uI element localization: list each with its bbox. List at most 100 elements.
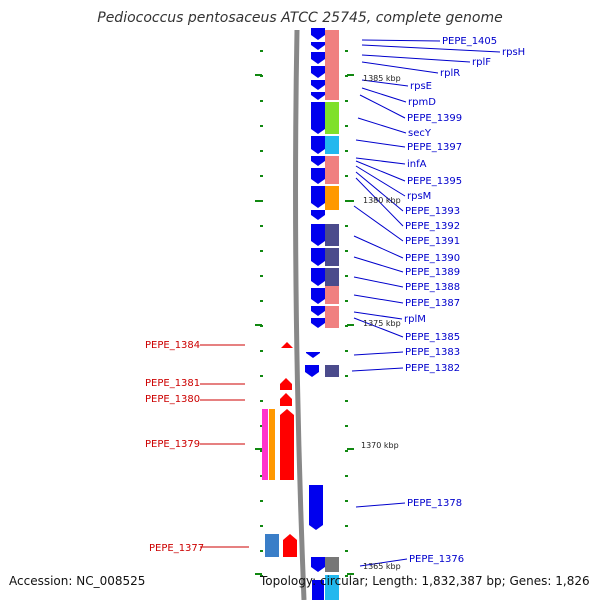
- major-tick: [347, 324, 354, 326]
- gene-labels: PEPE_1405 rpsH rplF rplR rpsE rpmD PEPE_1399se…: [145, 36, 525, 565]
- minor-tick: [345, 575, 348, 577]
- scale-label: 1370 kbp: [361, 441, 399, 450]
- gene-label-pepe_1390: PEPE_1390: [405, 253, 460, 264]
- reverse-gene-arrow: [311, 306, 325, 316]
- cog-bar: [325, 248, 339, 266]
- leader-line: [361, 87, 407, 103]
- gene-label-pepe_1379: PEPE_1379: [145, 439, 200, 450]
- minor-tick: [345, 425, 348, 427]
- reverse-gene-arrow: [311, 92, 325, 100]
- gene-label-pepe_1384: PEPE_1384: [145, 340, 200, 351]
- gene-label-rpse: rpsE: [410, 81, 432, 92]
- minor-tick: [345, 150, 348, 152]
- leader-line: [361, 79, 409, 87]
- minor-tick: [345, 275, 348, 277]
- major-tick: [347, 573, 354, 575]
- cog-bar: [265, 534, 279, 557]
- minor-tick: [345, 250, 348, 252]
- scale-label: 1380 kbp: [363, 196, 401, 205]
- leader-line: [361, 61, 439, 74]
- leader-line: [355, 171, 404, 212]
- gene-label-rpmd: rpmD: [408, 97, 436, 108]
- minor-tick: [260, 125, 263, 127]
- major-tick: [255, 74, 262, 76]
- gene-label-pepe_1385: PEPE_1385: [405, 332, 460, 343]
- leader-line: [353, 294, 404, 304]
- leader-line: [361, 54, 471, 63]
- minor-tick: [260, 400, 263, 402]
- major-tick: [255, 324, 262, 326]
- minor-tick: [345, 400, 348, 402]
- leader-line: [353, 235, 404, 259]
- gene-features: [280, 28, 325, 600]
- minor-tick: [345, 325, 348, 327]
- scale-label: 1365 kbp: [363, 562, 401, 571]
- backbone: [293, 29, 307, 600]
- cog-bar: [325, 365, 339, 377]
- gene-label-pepe_1383: PEPE_1383: [405, 347, 460, 358]
- gene-label-infa: infA: [407, 159, 427, 170]
- accession-text: Accession: NC_008525: [9, 574, 146, 588]
- scale-label: 1385 kbp: [363, 74, 401, 83]
- minor-tick: [345, 225, 348, 227]
- major-tick: [255, 200, 262, 202]
- leader-line: [361, 44, 501, 53]
- reverse-gene-arrow: [311, 102, 325, 134]
- reverse-gene-arrow: [311, 52, 325, 64]
- minor-tick: [260, 275, 263, 277]
- minor-tick: [260, 250, 263, 252]
- minor-tick: [260, 425, 263, 427]
- gene-label-pepe_1391: PEPE_1391: [405, 236, 460, 247]
- gene-label-pepe_1392: PEPE_1392: [405, 221, 460, 232]
- minor-tick: [345, 550, 348, 552]
- reverse-gene-arrow: [311, 42, 325, 50]
- minor-tick: [260, 525, 263, 527]
- minor-tick: [260, 300, 263, 302]
- minor-tick: [345, 300, 348, 302]
- reverse-gene-arrow: [311, 210, 325, 220]
- forward-gene-arrow: [280, 409, 294, 480]
- reverse-gene-arrow: [312, 580, 324, 600]
- minor-tick: [260, 450, 263, 452]
- forward-gene-arrow: [280, 378, 292, 390]
- leader-line: [359, 94, 406, 119]
- cog-bar: [325, 557, 339, 572]
- reverse-gene-arrow: [311, 28, 325, 40]
- gene-label-pepe_1387: PEPE_1387: [405, 298, 460, 309]
- gene-label-rpsh: rpsH: [502, 47, 525, 58]
- minor-tick: [345, 125, 348, 127]
- minor-tick: [260, 225, 263, 227]
- cog-bar: [325, 224, 339, 246]
- major-tick: [255, 448, 262, 450]
- gene-label-pepe_1399: PEPE_1399: [407, 113, 462, 124]
- backbone-line: [293, 29, 307, 600]
- leader-line: [355, 157, 406, 165]
- reverse-gene-arrow: [311, 318, 325, 328]
- reverse-gene-arrow: [311, 156, 325, 166]
- minor-tick: [345, 450, 348, 452]
- gene-label-pepe_1377: PEPE_1377: [149, 543, 204, 554]
- forward-gene-arrow: [280, 393, 292, 406]
- reverse-gene-arrow: [305, 365, 319, 377]
- gene-label-pepe_1380: PEPE_1380: [145, 394, 200, 405]
- leader-line: [355, 139, 406, 148]
- gene-label-pepe_1381: PEPE_1381: [145, 378, 200, 389]
- minor-tick: [345, 75, 348, 77]
- reverse-gene-arrow: [311, 288, 325, 304]
- reverse-gene-arrow: [311, 168, 325, 184]
- gene-label-rpsm: rpsM: [407, 191, 431, 202]
- cog-bar: [325, 186, 339, 210]
- cog-bar: [325, 575, 339, 600]
- scale-label: 1375 kbp: [363, 319, 401, 328]
- minor-tick: [260, 375, 263, 377]
- reverse-gene-arrow: [311, 186, 325, 208]
- genome-summary-text: Topology: circular; Length: 1,832,387 bp…: [260, 574, 590, 588]
- leader-line: [355, 165, 406, 197]
- leader-line: [353, 351, 404, 356]
- scale-labels: 1385 kbp 1380 kbp 1375 kbp 1370 kbp 1365 kbp: [361, 74, 401, 571]
- cog-bar: [325, 46, 339, 100]
- leader-line: [353, 205, 404, 242]
- leader-line: [353, 317, 404, 338]
- leader-line: [359, 558, 408, 567]
